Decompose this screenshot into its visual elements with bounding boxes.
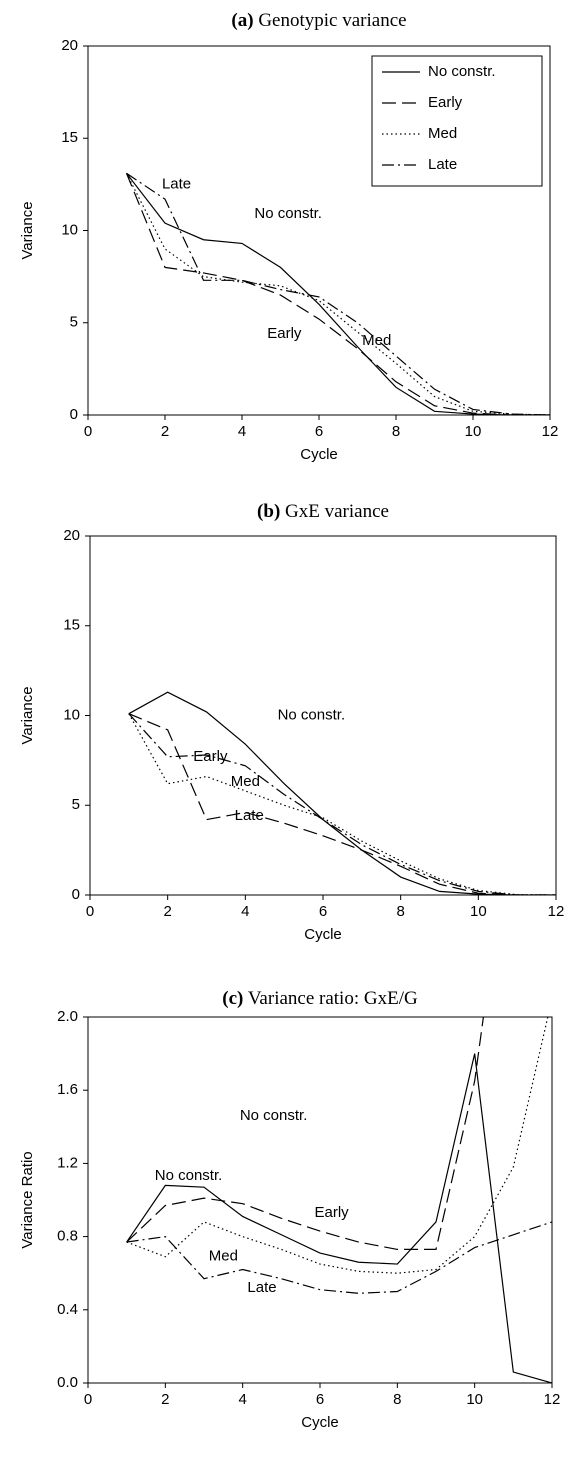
y-tick-label: 1.2 <box>57 1154 78 1171</box>
x-axis-label: Cycle <box>304 926 342 943</box>
x-tick-label: 0 <box>84 1391 92 1408</box>
title-text: Variance ratio: GxE/G <box>248 988 418 1009</box>
annotation: Early <box>193 748 228 765</box>
x-tick-label: 2 <box>163 903 171 920</box>
series-line <box>128 691 556 895</box>
legend-box <box>371 55 543 187</box>
legend-label: Early <box>428 94 463 111</box>
y-tick-label: 10 <box>63 706 80 723</box>
panel: (a) Genotypic variance 0 2 4 6 8 10 12 0 5 10 15 20 C… <box>19 10 558 463</box>
annotation: No constr. <box>254 205 322 222</box>
x-tick-label: 6 <box>315 423 323 440</box>
x-tick-label: 0 <box>86 903 94 920</box>
legend-label: No constr. <box>428 63 496 80</box>
series-line <box>125 173 550 415</box>
series-line <box>128 713 556 895</box>
y-tick-label: 20 <box>63 527 80 544</box>
title-text: GxE variance <box>285 501 389 522</box>
x-tick-label: 0 <box>84 423 92 440</box>
x-tick-label: 8 <box>396 903 404 920</box>
x-tick-label: 10 <box>466 1391 483 1408</box>
x-tick-label: 8 <box>392 423 400 440</box>
x-tick-label: 4 <box>241 903 249 920</box>
annotation: No constr. <box>155 1167 223 1184</box>
series-line <box>126 1017 549 1274</box>
y-tick-label: 10 <box>61 221 78 238</box>
annotation: Med <box>362 332 391 349</box>
series-line <box>125 173 550 415</box>
x-tick-label: 2 <box>161 1391 169 1408</box>
x-tick-label: 6 <box>316 1391 324 1408</box>
annotation: Late <box>235 807 264 824</box>
annotation: Med <box>209 1248 238 1265</box>
y-tick-label: 0.0 <box>57 1374 78 1391</box>
y-tick-label: 15 <box>63 617 80 634</box>
x-tick-label: 4 <box>238 423 246 440</box>
title-label: (c) <box>222 988 243 1009</box>
chart-title: (b) GxE variance <box>257 501 389 522</box>
y-tick-label: 2.0 <box>57 1008 78 1025</box>
series-line <box>128 713 556 895</box>
title-label: (b) <box>257 501 280 522</box>
y-tick-label: 0.8 <box>57 1228 78 1245</box>
plot-frame <box>87 1016 553 1384</box>
y-axis-label: Variance <box>19 201 36 259</box>
annotation: Early <box>267 325 302 342</box>
y-tick-label: 20 <box>61 37 78 54</box>
chart-title: (c) Variance ratio: GxE/G <box>222 988 418 1009</box>
y-tick-label: 1.6 <box>57 1081 78 1098</box>
title-text: Genotypic variance <box>258 10 406 31</box>
annotation: No constr. <box>278 706 346 723</box>
annotation: No constr. <box>240 1107 308 1124</box>
y-tick-label: 15 <box>61 129 78 146</box>
y-axis-label: Variance <box>19 686 36 744</box>
legend: No constr. Early Med Late <box>371 55 543 187</box>
series-line <box>126 1017 485 1251</box>
x-tick-label: 4 <box>238 1391 246 1408</box>
y-tick-label: 0 <box>72 886 80 903</box>
legend-label: Late <box>428 156 457 173</box>
y-tick-label: 0.4 <box>57 1301 78 1318</box>
x-tick-label: 2 <box>161 423 169 440</box>
y-tick-label: 0 <box>70 406 78 423</box>
x-tick-label: 10 <box>470 903 487 920</box>
x-tick-label: 8 <box>393 1391 401 1408</box>
x-axis-label: Cycle <box>300 446 338 463</box>
annotation: Med <box>231 773 260 790</box>
x-tick-label: 12 <box>548 903 565 920</box>
x-tick-label: 12 <box>542 423 559 440</box>
series-line <box>126 172 550 415</box>
title-label: (a) <box>231 10 253 31</box>
y-tick-label: 5 <box>70 314 78 331</box>
panel: (b) GxE variance 0 2 4 6 8 10 12 0 5 10 15 20 Cycle Va… <box>19 501 564 943</box>
series-line <box>126 1053 552 1383</box>
x-tick-label: 10 <box>465 423 482 440</box>
x-tick-label: 6 <box>319 903 327 920</box>
annotation: Early <box>315 1204 350 1221</box>
legend-label: Med <box>428 125 457 142</box>
annotation: Late <box>247 1279 276 1296</box>
chart-title: (a) Genotypic variance <box>231 10 406 31</box>
y-axis-label: Variance Ratio <box>19 1151 36 1248</box>
series-line <box>128 713 556 895</box>
series-line <box>126 172 550 415</box>
x-axis-label: Cycle <box>301 1414 339 1431</box>
y-tick-label: 5 <box>72 796 80 813</box>
annotation: Late <box>162 175 191 192</box>
x-tick-label: 12 <box>544 1391 561 1408</box>
panel: (c) Variance ratio: GxE/G 0 2 4 6 8 10 12 0.0 0.4… <box>19 988 561 1431</box>
